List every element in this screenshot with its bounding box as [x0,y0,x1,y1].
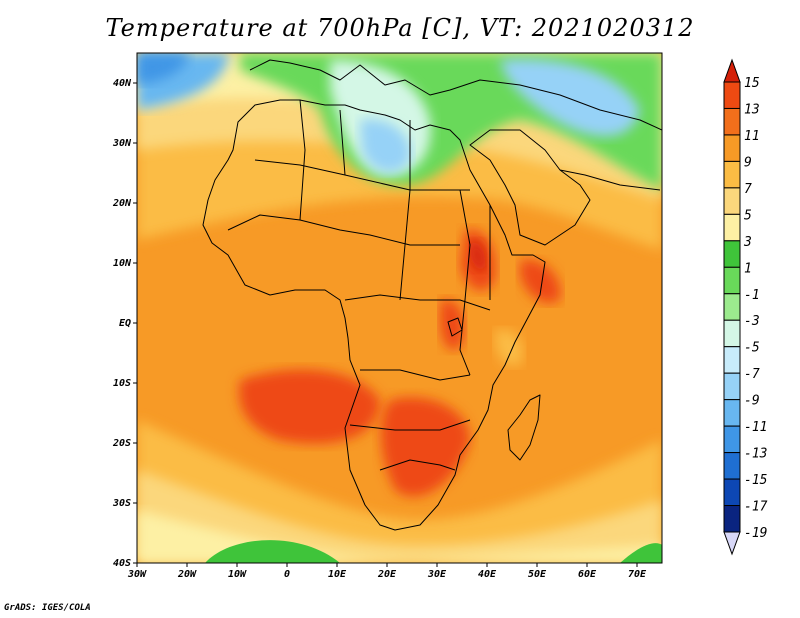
colorbar-label: 7 [744,182,752,197]
border-south-africa [379,459,456,471]
colorbar-label: 5 [744,208,752,223]
colorbar-label: -11 [744,420,767,435]
lat-tick-label: 20N [112,198,132,209]
border-west [299,99,411,301]
colorbar-label: 1 [744,261,752,276]
colorbar-top-arrow [723,58,741,83]
lon-tick-label: 20E [377,569,397,580]
border-central [344,294,491,311]
lat-tick-label: 30N [112,138,132,149]
lat-tick-label: 30S [112,498,131,509]
colorbar-label: -5 [744,341,760,356]
lon-tick-label: 60E [578,569,597,580]
colorbar-label: -15 [744,473,768,488]
colorbar-label: 15 [744,76,760,91]
map-title: Temperature at 700hPa [C], VT: 202102031… [105,14,695,42]
lon-tick-label: 20W [177,569,197,580]
madagascar-coastline [507,394,541,461]
longitude-axis: 30W 20W 10W 0 10E 20E 30E 40E 50E 60E 70E [127,563,647,580]
colorbar-swatch [723,372,741,401]
colorbar-swatch [723,478,741,507]
lat-tick-label: EQ [119,318,131,329]
colorbar-label: -9 [744,394,760,409]
lon-tick-label: 0 [284,569,290,580]
colorbar-swatch [723,240,741,268]
colorbar-swatch [723,346,741,374]
map-frame [136,52,663,564]
colorbar-swatch [723,505,741,533]
colorbar: 15 13 11 9 7 5 3 1 -1 -3 -5 -7 -9 -11 -13 -15 -17 -19 [723,58,768,556]
lon-tick-label: 30W [127,569,147,580]
colorbar-swatch [723,187,741,215]
colorbar-label: -19 [744,526,767,541]
lon-tick-label: 10W [228,569,247,580]
colorbar-swatch [723,213,741,242]
persian-gulf-coast [559,169,661,191]
colorbar-label: -7 [744,367,760,382]
lon-tick-label: 70E [628,569,647,580]
lon-tick-label: 30E [427,569,447,580]
border-sahel [227,214,460,246]
colorbar-label: 9 [744,155,752,170]
colorbar-label: 3 [743,235,752,250]
border-south-central [360,369,471,381]
colorbar-swatch [723,293,741,321]
colorbar-swatch [723,399,741,427]
colorbar-swatch [723,160,741,189]
lat-tick-label: 10S [113,378,131,389]
colorbar-swatch [723,81,741,109]
europe-coastline [249,59,662,131]
colorbar-label: -13 [744,447,767,462]
lat-tick-label: 10N [113,258,132,269]
border-southern [349,419,471,431]
temperature-field [137,53,662,563]
colorbar-swatch [723,319,741,348]
lake-victoria [447,317,463,337]
colorbar-label: -1 [744,288,760,303]
colorbar-swatch [723,134,741,162]
colorbar-swatch [723,452,741,480]
colorbar-bottom-arrow [723,531,741,556]
border-east [459,189,491,376]
colorbar-swatch [723,266,741,295]
colorbar-label: 11 [744,129,760,144]
colorbar-label: -17 [744,500,768,515]
colorbar-swatch [723,107,741,136]
land-outlines [202,59,662,531]
lat-tick-label: 40S [113,558,131,569]
colorbar-swatch [723,425,741,454]
colorbar-label: -3 [744,314,760,329]
lon-tick-label: 50E [528,569,547,580]
africa-coastline [202,99,546,531]
colorbar-label: 13 [744,102,760,117]
lon-tick-label: 10E [328,569,347,580]
lon-tick-label: 40E [478,569,497,580]
grads-credit: GrADS: IGES/COLA [4,603,91,613]
latitude-axis: 40N 30N 20N 10N EQ 10S 20S 30S 40S [112,78,137,569]
lat-tick-label: 40N [113,78,132,89]
arabia-coastline [469,129,591,246]
lat-tick-label: 20S [112,438,131,449]
